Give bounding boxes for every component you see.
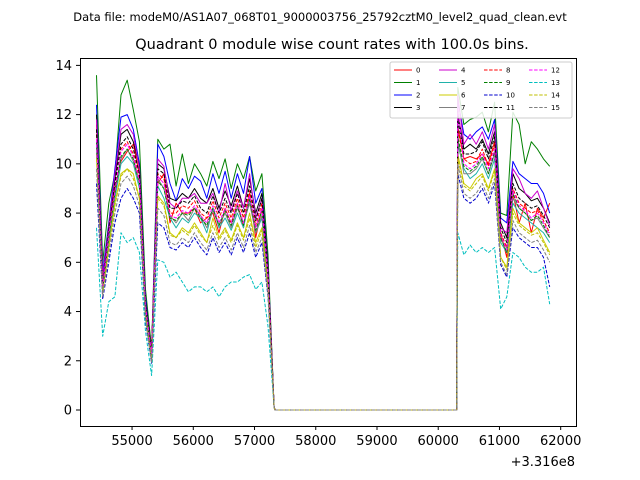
series-line-10 [96,173,551,411]
y-tick-label: 4 [64,305,72,320]
series-line-11 [96,119,551,411]
x-tick-label: 58000 [295,434,336,449]
y-tick-label: 10 [55,157,72,172]
y-tick-label: 0 [64,404,72,419]
legend-box [389,61,573,119]
y-tick-label: 8 [64,207,72,222]
series-line-2 [96,99,551,411]
series-line-14 [96,158,551,411]
x-tick-label: 55000 [111,434,152,449]
x-offset-label: +3.316e8 [511,455,575,470]
chart-title: Quadrant 0 module wise count rates with … [135,37,529,53]
x-tick-label: 60000 [418,434,459,449]
y-tick-label: 2 [64,354,72,369]
legend-label-11: 11 [506,104,515,112]
x-tick-label: 61000 [479,434,520,449]
plot-area [96,75,551,411]
y-tick-label: 14 [55,59,72,74]
legend-label-1: 1 [416,79,420,87]
y-tick-label: 12 [55,108,72,123]
y-axis: 0 2 4 6 8 10 12 14 [55,59,80,419]
x-axis: 55000 56000 57000 58000 59000 60000 61000 62000 [111,426,581,449]
series-line-12 [96,104,551,411]
x-tick-label: 59000 [356,434,397,449]
legend-label-2: 2 [416,92,420,100]
series-line-1 [96,75,551,411]
legend-label-9: 9 [506,79,510,87]
x-tick-label: 62000 [540,434,581,449]
series-line-9 [96,136,551,411]
plot-frame [80,58,577,427]
legend-label-5: 5 [461,79,465,87]
legend-label-12: 12 [551,67,560,75]
legend-label-8: 8 [506,67,510,75]
legend-label-3: 3 [416,104,420,112]
x-tick-label: 57000 [234,434,275,449]
legend-label-0: 0 [416,67,420,75]
series-line-13 [96,227,551,411]
legend-label-7: 7 [461,104,465,112]
legend-label-6: 6 [461,92,466,100]
legend-label-14: 14 [551,92,560,100]
legend-label-10: 10 [506,92,515,100]
legend-label-15: 15 [551,104,560,112]
figure-suptitle: Data file: modeM0/AS1A07_068T01_90000037… [73,10,567,24]
series-line-15 [96,163,551,411]
legend-label-4: 4 [461,67,466,75]
x-tick-label: 56000 [173,434,214,449]
series-line-8 [96,128,551,411]
y-tick-label: 6 [64,256,72,271]
legend-label-13: 13 [551,79,560,87]
